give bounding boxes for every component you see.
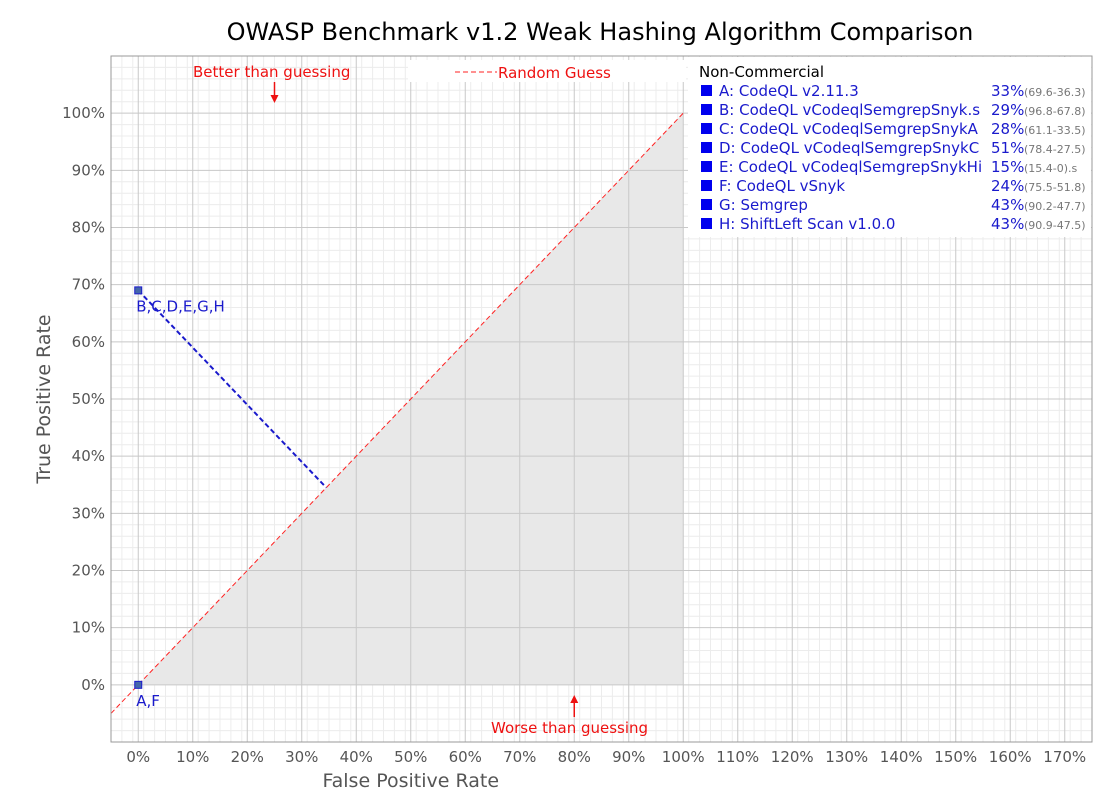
legend-marker	[701, 199, 712, 210]
x-axis-label: False Positive Rate	[322, 770, 499, 792]
legend-entry-detail: (96.8-67.8)	[1024, 105, 1086, 118]
y-tick-label: 80%	[72, 219, 105, 237]
y-tick-label: 70%	[72, 276, 105, 294]
x-tick-label: 130%	[825, 748, 868, 766]
point-label: A,F	[136, 692, 160, 710]
x-tick-label: 40%	[340, 748, 373, 766]
x-tick-label: 170%	[1043, 748, 1086, 766]
legend-marker	[701, 218, 712, 229]
y-tick-label: 0%	[81, 676, 105, 694]
legend-entry-score: 43%	[991, 215, 1024, 233]
legend-entry-detail: (75.5-51.8)	[1024, 181, 1086, 194]
legend-marker	[701, 85, 712, 96]
legend-entry-name: H: ShiftLeft Scan v1.0.0	[719, 215, 895, 233]
chart-title: OWASP Benchmark v1.2 Weak Hashing Algori…	[226, 18, 974, 46]
y-tick-label: 40%	[72, 447, 105, 465]
x-tick-label: 150%	[934, 748, 977, 766]
legend-entry-name: E: CodeQL vCodeqlSemgrepSnykHi	[719, 158, 982, 176]
legend-entry-detail: (61.1-33.5)	[1024, 124, 1086, 137]
x-tick-label: 80%	[558, 748, 591, 766]
legend-entry-name: A: CodeQL v2.11.3	[719, 82, 859, 100]
random-guess-legend-bg	[408, 60, 686, 82]
y-tick-label: 60%	[72, 333, 105, 351]
legend-entry-detail: (69.6-36.3)	[1024, 86, 1086, 99]
y-tick-label: 50%	[72, 390, 105, 408]
legend-score-bg	[990, 119, 1090, 138]
data-point	[134, 286, 143, 295]
x-tick-label: 100%	[662, 748, 705, 766]
legend-marker	[701, 180, 712, 191]
random-guess-line	[110, 112, 684, 714]
legend-entry-detail: (15.4-0).s	[1024, 162, 1078, 175]
worse-arrow-head	[570, 695, 579, 703]
legend-marker	[701, 142, 712, 153]
legend-score-bg	[990, 214, 1090, 233]
y-tick-label: 100%	[62, 104, 105, 122]
x-tick-label: 110%	[716, 748, 759, 766]
legend-score-bg	[990, 81, 1090, 100]
better-arrow-head	[270, 95, 279, 103]
legend-entry-score: 24%	[991, 177, 1024, 195]
x-tick-label: 160%	[989, 748, 1032, 766]
legend-marker	[701, 104, 712, 115]
legend-entry-name: C: CodeQL vCodeqlSemgrepSnykA	[719, 120, 979, 138]
legend-score-bg	[990, 138, 1090, 157]
legend-score-bg	[990, 157, 1090, 176]
legend-entry-name: F: CodeQL vSnyk	[719, 177, 845, 195]
legend-score-bg	[990, 195, 1090, 214]
legend-entry-score: 29%	[991, 101, 1024, 119]
legend-entry-detail: (90.2-47.7)	[1024, 200, 1086, 213]
worse-region	[138, 113, 684, 685]
x-tick-label: 10%	[176, 748, 209, 766]
plot-frame	[110, 55, 1093, 743]
y-tick-label: 10%	[72, 619, 105, 637]
legend-entry-name: G: Semgrep	[719, 196, 808, 214]
random-guess-legend-label: Random Guess	[498, 64, 611, 82]
x-tick-label: 140%	[880, 748, 923, 766]
x-tick-label: 60%	[449, 748, 482, 766]
y-tick-label: 30%	[72, 504, 105, 522]
legend-entry-name: B: CodeQL vCodeqlSemgrepSnyk.s	[719, 101, 980, 119]
x-tick-label: 30%	[285, 748, 318, 766]
legend-entry-score: 51%	[991, 139, 1024, 157]
legend-entry-score: 15%	[991, 158, 1024, 176]
y-tick-label: 90%	[72, 161, 105, 179]
legend-entry-score: 43%	[991, 196, 1024, 214]
legend-entry-detail: (90.9-47.5)	[1024, 219, 1086, 232]
legend-entry-score: 33%	[991, 82, 1024, 100]
legend-entry-name: D: CodeQL vCodeqlSemgrepSnykC	[719, 139, 979, 157]
point-label: B,C,D,E,G,H	[136, 297, 225, 315]
y-tick-label: 20%	[72, 562, 105, 580]
legend-score-bg	[990, 100, 1090, 119]
better-annotation: Better than guessing	[193, 63, 350, 81]
x-tick-label: 70%	[503, 748, 536, 766]
legend-entry-detail: (78.4-27.5)	[1024, 143, 1086, 156]
x-tick-label: 20%	[231, 748, 264, 766]
x-tick-label: 90%	[612, 748, 645, 766]
y-axis-label: True Positive Rate	[33, 314, 55, 484]
projection-line	[137, 289, 327, 489]
x-tick-label: 120%	[771, 748, 814, 766]
legend-header: Non-Commercial	[699, 63, 824, 81]
data-point	[134, 680, 143, 689]
legend-score-bg	[990, 176, 1090, 195]
legend-entry-score: 28%	[991, 120, 1024, 138]
legend-marker	[701, 123, 712, 134]
x-tick-label: 50%	[394, 748, 427, 766]
worse-annotation: Worse than guessing	[491, 719, 648, 737]
x-tick-label: 0%	[126, 748, 150, 766]
legend-marker	[701, 161, 712, 172]
